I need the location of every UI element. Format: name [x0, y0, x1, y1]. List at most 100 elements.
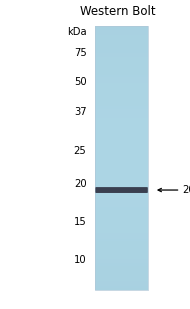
Bar [95, 237, 148, 238]
Bar [95, 126, 148, 127]
Bar [95, 254, 148, 255]
Bar [95, 67, 148, 68]
Bar [95, 58, 148, 59]
Bar [95, 94, 148, 95]
Bar [95, 173, 148, 174]
Bar [95, 54, 148, 55]
Bar [95, 263, 148, 264]
Bar [95, 92, 148, 93]
Bar [95, 174, 148, 175]
Bar [95, 250, 148, 251]
Bar [95, 196, 148, 197]
Bar [95, 268, 148, 269]
Bar [95, 78, 148, 79]
Bar [95, 35, 148, 36]
Text: 50: 50 [74, 77, 86, 87]
Bar [95, 167, 148, 168]
Bar [95, 76, 148, 77]
Bar [95, 61, 148, 62]
Bar [95, 26, 148, 27]
Bar [95, 84, 148, 85]
Bar [95, 157, 148, 158]
Bar [95, 222, 148, 223]
Bar [95, 249, 148, 250]
Bar [95, 201, 148, 202]
Bar [95, 86, 148, 87]
Bar [95, 218, 148, 219]
Bar [95, 146, 148, 147]
Bar [95, 212, 148, 213]
Bar [95, 57, 148, 58]
Bar [95, 169, 148, 170]
Bar [95, 240, 148, 241]
Text: 20: 20 [74, 179, 86, 188]
Bar [95, 132, 148, 133]
Bar [95, 95, 148, 96]
Bar [95, 187, 148, 188]
Bar [95, 83, 148, 84]
Text: 10: 10 [74, 255, 86, 265]
Bar [95, 103, 148, 104]
Bar [95, 266, 148, 267]
Bar [95, 277, 148, 278]
Bar [95, 109, 148, 110]
Bar [95, 224, 148, 225]
Bar [95, 64, 148, 65]
Bar [95, 210, 148, 211]
Bar [95, 85, 148, 86]
Bar [95, 133, 148, 134]
Bar [95, 116, 148, 117]
Bar [95, 158, 148, 159]
Bar [95, 262, 148, 263]
Bar [95, 258, 148, 259]
Text: Western Bolt: Western Bolt [80, 5, 156, 18]
Bar [95, 207, 148, 208]
Bar [95, 259, 148, 260]
Bar [95, 176, 148, 177]
Bar [95, 242, 148, 243]
Bar [95, 204, 148, 205]
Bar [95, 124, 148, 125]
Bar [95, 147, 148, 148]
Bar [95, 105, 148, 106]
Bar [95, 88, 148, 89]
Bar [95, 245, 148, 246]
Bar [95, 39, 148, 40]
Bar [95, 189, 148, 190]
Bar [95, 208, 148, 209]
Bar [95, 51, 148, 52]
Bar [95, 278, 148, 279]
Bar [95, 53, 148, 54]
Bar [95, 134, 148, 135]
Bar [95, 163, 148, 164]
Bar [95, 52, 148, 53]
Bar [95, 248, 148, 249]
Bar [95, 115, 148, 116]
Bar [95, 107, 148, 108]
Bar [95, 114, 148, 115]
Bar [95, 228, 148, 229]
Bar [95, 80, 148, 81]
Bar [95, 283, 148, 284]
Bar [95, 162, 148, 163]
Bar [95, 79, 148, 80]
Bar [95, 40, 148, 41]
Bar [95, 31, 148, 32]
Bar [95, 119, 148, 120]
Bar [95, 56, 148, 57]
Bar [95, 152, 148, 153]
Bar [95, 81, 148, 82]
Bar [95, 59, 148, 60]
Bar [95, 217, 148, 218]
Text: 25: 25 [74, 146, 86, 156]
Bar [95, 255, 148, 256]
Bar [95, 28, 148, 29]
Bar [95, 261, 148, 262]
Bar [95, 192, 148, 193]
Bar [95, 236, 148, 237]
Bar [95, 149, 148, 150]
Bar [95, 97, 148, 98]
Bar [95, 42, 148, 43]
Bar [95, 117, 148, 118]
Bar [95, 219, 148, 220]
